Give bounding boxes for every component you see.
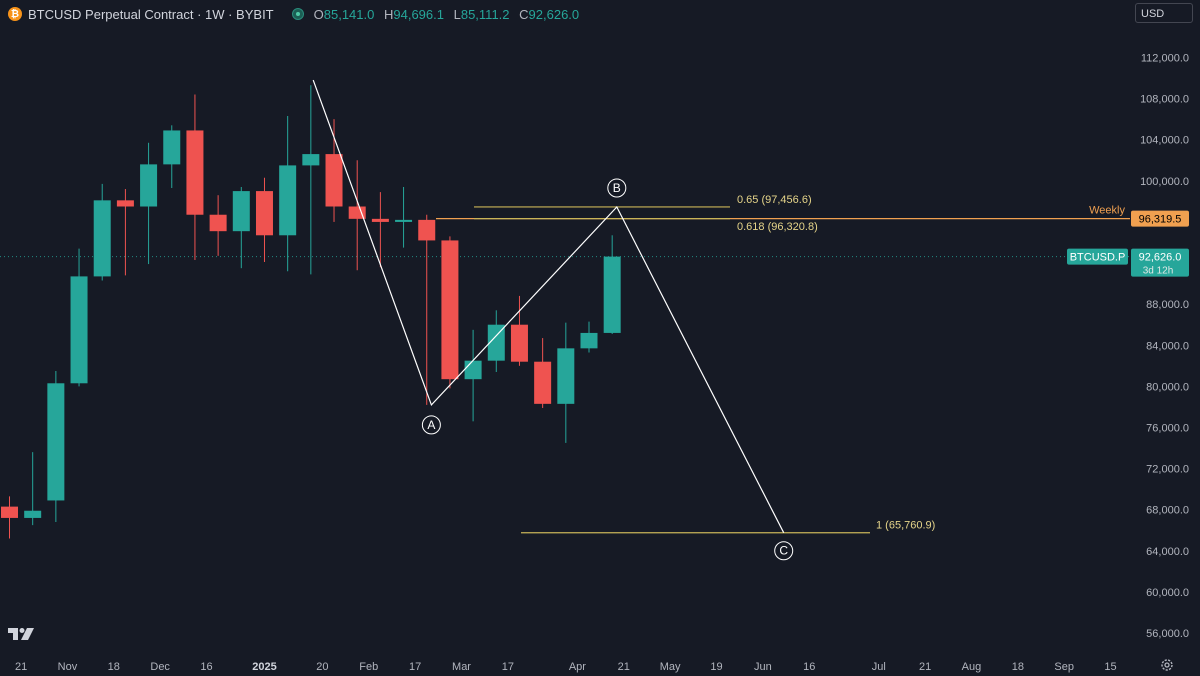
y-tick-label: 68,000.0 bbox=[1146, 505, 1189, 517]
x-tick-label: 17 bbox=[502, 661, 514, 673]
x-tick-label: Dec bbox=[150, 661, 170, 673]
x-tick-label: 15 bbox=[1104, 661, 1116, 673]
fib-level-label: 1 (65,760.9) bbox=[876, 520, 935, 532]
x-tick-label: 20 bbox=[316, 661, 328, 673]
candle-body bbox=[116, 200, 134, 207]
x-tick-label: Mar bbox=[452, 661, 471, 673]
y-tick-label: 88,000.0 bbox=[1146, 299, 1189, 311]
candle-body bbox=[302, 154, 320, 166]
x-tick-label: Sep bbox=[1054, 661, 1074, 673]
wave-point-a-label: A bbox=[427, 418, 435, 432]
x-tick-label: Feb bbox=[359, 661, 378, 673]
x-tick-label: Jul bbox=[872, 661, 886, 673]
y-tick-label: 80,000.0 bbox=[1146, 381, 1189, 393]
candle-body bbox=[70, 276, 88, 384]
candle-body bbox=[163, 130, 181, 165]
chart-header: ₿ BTCUSD Perpetual Contract · 1W · BYBIT… bbox=[0, 0, 579, 28]
x-tick-label: 2025 bbox=[252, 661, 276, 673]
y-tick-label: 60,000.0 bbox=[1146, 587, 1189, 599]
candle-body bbox=[325, 154, 343, 207]
candle-body bbox=[232, 191, 250, 232]
candle-body bbox=[441, 240, 459, 380]
last-price-label: 92,626.0 bbox=[1139, 252, 1182, 264]
x-tick-label: 19 bbox=[710, 661, 722, 673]
y-tick-label: 76,000.0 bbox=[1146, 422, 1189, 434]
close-label: C bbox=[519, 6, 529, 22]
y-tick-label: 84,000.0 bbox=[1146, 340, 1189, 352]
abc-pattern-line bbox=[312, 79, 785, 533]
x-tick-label: 16 bbox=[200, 661, 212, 673]
weekly-price-label: 96,319.5 bbox=[1139, 214, 1182, 226]
low-label: L bbox=[453, 6, 461, 22]
y-tick-label: 100,000.0 bbox=[1140, 176, 1189, 188]
candle-body bbox=[487, 324, 505, 361]
candle-body bbox=[279, 165, 297, 236]
x-tick-label: May bbox=[660, 661, 681, 673]
close-value: 92,626.0 bbox=[528, 6, 580, 22]
candle-body bbox=[510, 324, 528, 362]
symbol-tag bbox=[1067, 248, 1128, 265]
wave-point-a-marker bbox=[421, 415, 441, 435]
weekly-price-badge bbox=[1131, 210, 1189, 227]
bitcoin-icon: ₿ bbox=[8, 7, 22, 21]
wave-point-c-marker bbox=[774, 541, 794, 561]
candle-body bbox=[209, 214, 227, 232]
x-tick-label: 21 bbox=[919, 661, 931, 673]
x-tick-label: Nov bbox=[58, 661, 78, 673]
symbol-tag-label: BTCUSD.P bbox=[1070, 252, 1126, 264]
fib-level-label: 0.618 (96,320.8) bbox=[737, 221, 818, 233]
candle-body bbox=[534, 361, 552, 404]
x-tick-label: Aug bbox=[962, 661, 982, 673]
wave-point-b-label: B bbox=[613, 181, 621, 195]
x-tick-label: 21 bbox=[15, 661, 27, 673]
wave-point-b-marker bbox=[607, 178, 627, 198]
tradingview-logo[interactable] bbox=[8, 626, 36, 642]
candle-body bbox=[140, 164, 158, 207]
x-tick-label: 18 bbox=[1012, 661, 1024, 673]
candle-body bbox=[395, 219, 413, 222]
open-label: O bbox=[313, 6, 324, 22]
x-tick-label: 18 bbox=[108, 661, 120, 673]
x-tick-label: 17 bbox=[409, 661, 421, 673]
open-value: 85,141.0 bbox=[323, 6, 375, 22]
weekly-level-name: Weekly bbox=[1089, 205, 1125, 217]
y-tick-label: 104,000.0 bbox=[1140, 135, 1189, 147]
candle-body bbox=[1, 506, 18, 518]
candle-body bbox=[348, 206, 366, 219]
low-value: 85,111.2 bbox=[460, 6, 510, 22]
candle-body bbox=[580, 332, 598, 349]
fib-level-label: 0.65 (97,456.6) bbox=[737, 194, 812, 206]
y-tick-label: 64,000.0 bbox=[1146, 546, 1189, 558]
candle-body bbox=[47, 383, 65, 501]
symbol-title[interactable]: BTCUSD Perpetual Contract · 1W · BYBIT bbox=[28, 6, 274, 22]
last-price-badge bbox=[1131, 248, 1189, 277]
candle-body bbox=[371, 218, 389, 222]
market-status-icon bbox=[291, 8, 304, 20]
x-tick-label: Jun bbox=[754, 661, 772, 673]
bar-countdown-label: 3d 12h bbox=[1143, 266, 1174, 277]
y-tick-label: 112,000.0 bbox=[1141, 52, 1189, 64]
candle-body bbox=[93, 200, 111, 277]
y-tick-label: 56,000.0 bbox=[1146, 628, 1189, 640]
high-value: 94,696.1 bbox=[393, 6, 444, 22]
candle-body bbox=[24, 510, 42, 518]
wave-point-c-label: C bbox=[779, 544, 788, 558]
y-tick-label: 72,000.0 bbox=[1146, 464, 1189, 476]
x-tick-label: Apr bbox=[569, 661, 586, 673]
candle-body bbox=[464, 360, 482, 380]
candle-body bbox=[186, 130, 204, 215]
candle-body bbox=[418, 219, 436, 241]
y-tick-label: 108,000.0 bbox=[1140, 94, 1189, 106]
candle-body bbox=[557, 348, 575, 404]
gear-icon[interactable] bbox=[1160, 658, 1174, 672]
x-tick-label: 21 bbox=[618, 661, 630, 673]
candle-body bbox=[255, 191, 273, 236]
high-label: H bbox=[383, 6, 394, 22]
currency-select[interactable]: USD bbox=[1135, 3, 1193, 23]
ohlc-readout: O85,141.0 H94,696.1 L85,111.2 C92,626.0 bbox=[314, 7, 580, 22]
candle-body bbox=[603, 256, 621, 333]
x-tick-label: 16 bbox=[803, 661, 815, 673]
